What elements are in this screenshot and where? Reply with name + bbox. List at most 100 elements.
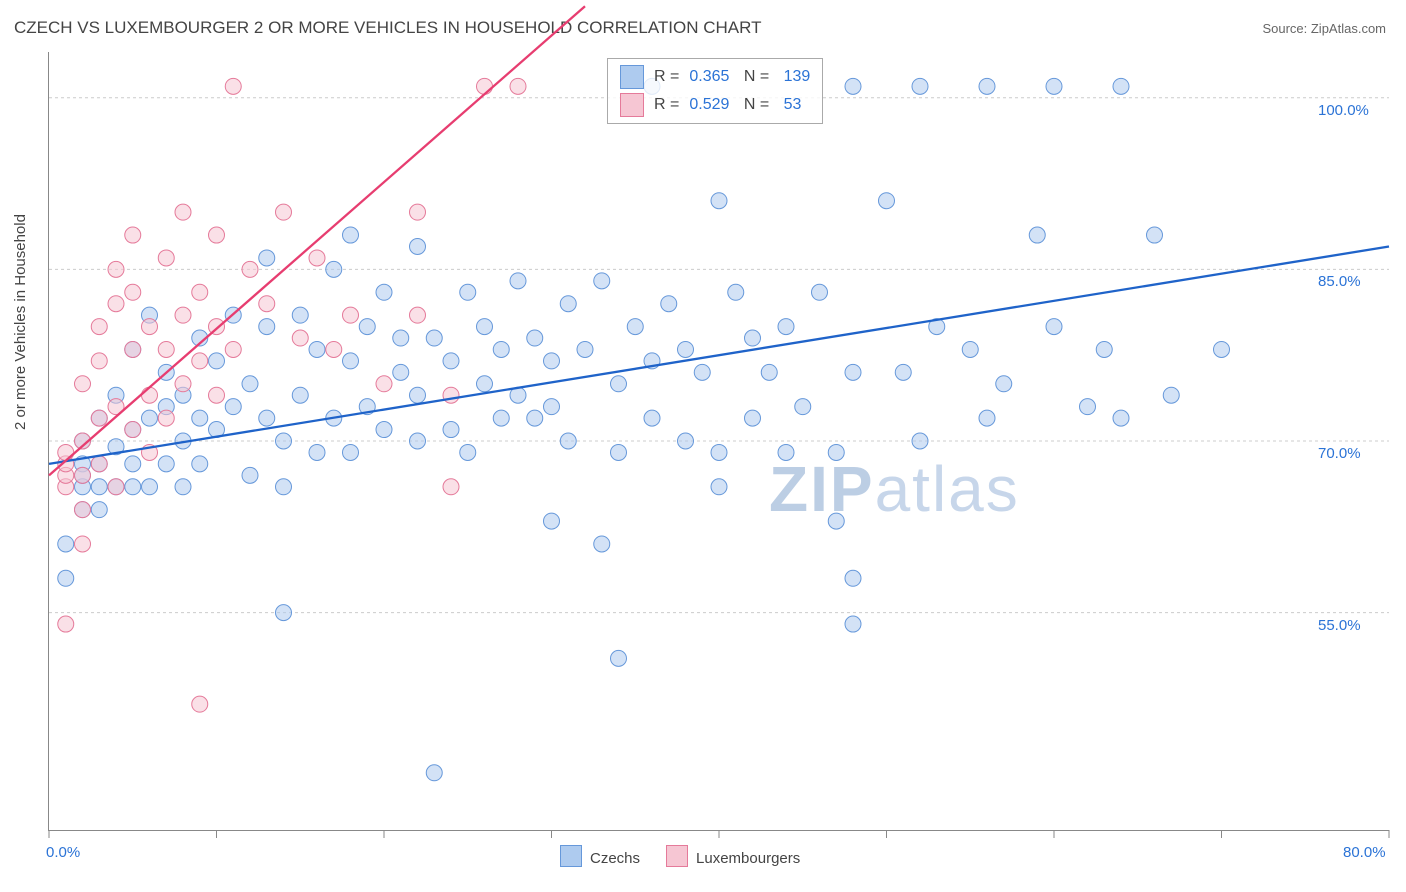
scatter-point — [125, 284, 141, 300]
legend-item: Luxembourgers — [666, 845, 800, 867]
stats-legend-box: R =0.365 N = 139R =0.529 N = 53 — [607, 58, 823, 124]
scatter-point — [376, 422, 392, 438]
scatter-point — [242, 261, 258, 277]
scatter-point — [845, 570, 861, 586]
scatter-point — [1113, 78, 1129, 94]
scatter-point — [410, 387, 426, 403]
scatter-point — [745, 330, 761, 346]
y-tick-label: 70.0% — [1318, 445, 1361, 462]
scatter-point — [309, 444, 325, 460]
legend-bottom: Czechs Luxembourgers — [560, 845, 800, 867]
scatter-point — [410, 433, 426, 449]
scatter-point — [711, 444, 727, 460]
scatter-point — [125, 422, 141, 438]
scatter-point — [192, 696, 208, 712]
scatter-point — [376, 284, 392, 300]
scatter-point — [192, 284, 208, 300]
scatter-point — [1046, 78, 1062, 94]
scatter-point — [393, 364, 409, 380]
scatter-point — [711, 479, 727, 495]
stats-N-value: 139 — [779, 68, 810, 86]
scatter-point — [125, 227, 141, 243]
scatter-point — [1029, 227, 1045, 243]
scatter-point — [761, 364, 777, 380]
scatter-point — [276, 479, 292, 495]
scatter-point — [728, 284, 744, 300]
chart-title: CZECH VS LUXEMBOURGER 2 OR MORE VEHICLES… — [14, 18, 762, 38]
x-tick-label: 0.0% — [46, 844, 80, 861]
stats-R-label: R = — [654, 96, 679, 114]
scatter-point — [644, 410, 660, 426]
scatter-point — [594, 273, 610, 289]
scatter-point — [276, 204, 292, 220]
scatter-point — [175, 204, 191, 220]
scatter-point — [410, 307, 426, 323]
scatter-point — [175, 479, 191, 495]
scatter-point — [477, 319, 493, 335]
y-tick-label: 100.0% — [1318, 102, 1369, 119]
stats-row: R =0.365 N = 139 — [620, 65, 810, 89]
scatter-point — [477, 78, 493, 94]
scatter-point — [209, 353, 225, 369]
scatter-point — [175, 307, 191, 323]
scatter-point — [678, 341, 694, 357]
scatter-point — [326, 341, 342, 357]
scatter-point — [75, 376, 91, 392]
scatter-point — [828, 513, 844, 529]
scatter-point — [795, 399, 811, 415]
scatter-point — [1163, 387, 1179, 403]
scatter-point — [1096, 341, 1112, 357]
y-tick-label: 55.0% — [1318, 617, 1361, 634]
scatter-point — [309, 341, 325, 357]
scatter-point — [142, 479, 158, 495]
legend-swatch — [620, 65, 644, 89]
scatter-point — [828, 444, 844, 460]
scatter-point — [477, 376, 493, 392]
scatter-point — [845, 616, 861, 632]
scatter-point — [527, 330, 543, 346]
y-axis-label: 2 or more Vehicles in Household — [12, 214, 29, 430]
scatter-point — [276, 433, 292, 449]
legend-swatch — [620, 93, 644, 117]
scatter-point — [175, 376, 191, 392]
y-tick-label: 85.0% — [1318, 273, 1361, 290]
legend-swatch — [560, 845, 582, 867]
scatter-point — [91, 456, 107, 472]
scatter-point — [292, 330, 308, 346]
scatter-point — [393, 330, 409, 346]
scatter-point — [75, 502, 91, 518]
stats-N-label: N = — [739, 68, 769, 86]
scatter-point — [91, 410, 107, 426]
scatter-point — [108, 296, 124, 312]
legend-swatch — [666, 845, 688, 867]
scatter-point — [259, 319, 275, 335]
scatter-point — [426, 330, 442, 346]
scatter-point — [426, 765, 442, 781]
scatter-point — [627, 319, 643, 335]
scatter-point — [192, 353, 208, 369]
scatter-point — [158, 456, 174, 472]
legend-label: Luxembourgers — [696, 850, 800, 867]
scatter-point — [343, 444, 359, 460]
stats-N-value: 53 — [779, 96, 801, 114]
stats-N-label: N = — [739, 96, 769, 114]
scatter-point — [912, 78, 928, 94]
scatter-point — [611, 650, 627, 666]
legend-item: Czechs — [560, 845, 640, 867]
scatter-point — [1214, 341, 1230, 357]
scatter-point — [996, 376, 1012, 392]
scatter-point — [292, 387, 308, 403]
scatter-point — [527, 410, 543, 426]
source-label: Source: ZipAtlas.com — [1262, 21, 1386, 36]
scatter-point — [343, 307, 359, 323]
scatter-point — [192, 410, 208, 426]
scatter-point — [158, 341, 174, 357]
scatter-point — [376, 376, 392, 392]
scatter-point — [410, 239, 426, 255]
scatter-point — [745, 410, 761, 426]
x-tick-label: 80.0% — [1343, 844, 1386, 861]
scatter-point — [493, 410, 509, 426]
scatter-point — [75, 536, 91, 552]
scatter-point — [309, 250, 325, 266]
scatter-point — [1147, 227, 1163, 243]
